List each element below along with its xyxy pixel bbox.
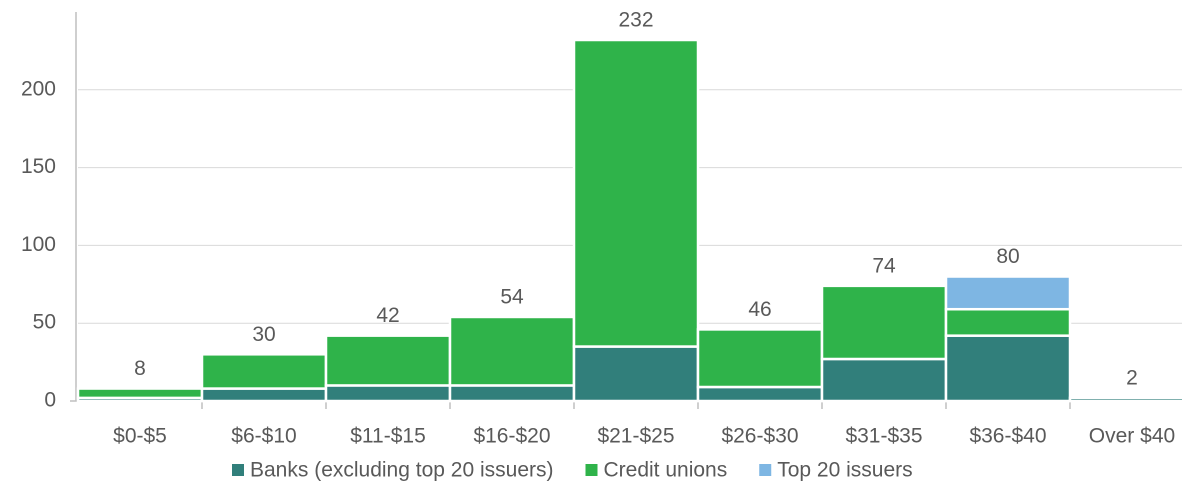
y-tick-label: 200 (21, 77, 56, 100)
bar-segment (696, 328, 824, 389)
total-label: 42 (376, 304, 399, 327)
bar-segment (944, 275, 1072, 311)
y-tick-label: 150 (21, 155, 56, 178)
x-tick-label: $11-$15 (350, 425, 426, 448)
bar-segment (324, 384, 452, 403)
x-tick-label: $0-$5 (113, 425, 167, 448)
y-tick-label: 50 (33, 311, 56, 334)
bar-segment (820, 284, 948, 361)
legend-label: Credit unions (604, 459, 728, 482)
bar-segment (696, 385, 824, 403)
total-label: 30 (252, 323, 275, 346)
y-tick-label: 100 (21, 233, 56, 256)
bar-segment (448, 315, 576, 387)
bar-segment (448, 384, 576, 403)
x-tick-label: Over $40 (1089, 425, 1175, 448)
legend-swatch (585, 464, 598, 476)
bar-segment (572, 345, 700, 403)
legend-label: Banks (excluding top 20 issuers) (250, 459, 554, 482)
bar-segment (944, 307, 1072, 337)
x-tick-label: $26-$30 (721, 425, 798, 448)
bar-segment (572, 38, 700, 348)
total-label: 74 (872, 254, 896, 277)
legend-swatch (759, 464, 772, 476)
total-label: 8 (134, 357, 146, 380)
bar-segment (1068, 396, 1182, 403)
x-tick-label: $16-$20 (473, 425, 550, 448)
bar-segment (944, 334, 1072, 403)
x-tick-label: $21-$25 (597, 425, 674, 448)
x-tick-label: $6-$10 (231, 425, 296, 448)
total-label: 232 (618, 9, 653, 32)
bar-segment (820, 357, 948, 403)
bar-segment (324, 334, 452, 387)
total-label: 80 (996, 245, 1019, 268)
bar-segment (200, 387, 328, 403)
bar-segment (200, 353, 328, 390)
legend-label: Top 20 issuers (777, 459, 912, 482)
legend-swatch (232, 464, 244, 476)
x-tick-label: $31-$35 (845, 425, 922, 448)
y-tick-label: 0 (44, 389, 56, 412)
total-label: 46 (748, 298, 771, 321)
bar-segment (76, 387, 204, 400)
total-label: 2 (1126, 366, 1138, 389)
x-tick-label: $36-$40 (969, 425, 1046, 448)
total-label: 54 (500, 286, 524, 309)
